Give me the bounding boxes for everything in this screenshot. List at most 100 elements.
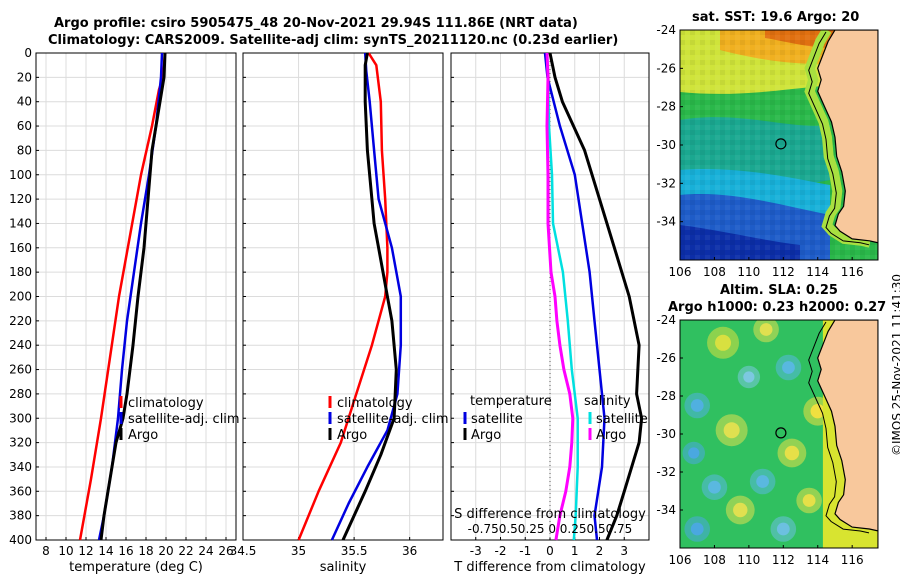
sla-anomaly-core xyxy=(776,522,790,536)
sst-isobath xyxy=(808,31,870,246)
sla-lat-tick-label: -32 xyxy=(656,465,676,479)
x-tick-label: 24 xyxy=(198,544,213,558)
figure-title-line1: Argo profile: csiro 5905475_48 20-Nov-20… xyxy=(54,16,578,31)
x-tick-label: 34.5 xyxy=(230,544,257,558)
legend-label: climatology xyxy=(337,396,413,411)
x-tick-label: 1 xyxy=(571,544,579,558)
y-tick-label: 340 xyxy=(9,460,32,474)
y-tick-label: 280 xyxy=(9,387,32,401)
sst-lat-tick-label: -26 xyxy=(656,61,676,75)
sst-lon-tick-label: 110 xyxy=(737,265,760,279)
x-tick-label: 18 xyxy=(138,544,153,558)
y-tick-label: 140 xyxy=(9,216,32,230)
sla-anomaly-core xyxy=(784,445,800,461)
sla-map-area xyxy=(680,320,878,548)
y-tick-label: 100 xyxy=(9,168,32,182)
series-line-argo xyxy=(341,52,398,541)
sst-coastline xyxy=(817,30,878,260)
y-tick-label: 180 xyxy=(9,265,32,279)
legend-label: satellite-adj. clim xyxy=(128,412,240,427)
y-tick-label: 220 xyxy=(9,314,32,328)
series-line-satellite-adj-clim xyxy=(330,52,403,541)
x-tick-label: 14 xyxy=(98,544,113,558)
y-tick-label: 380 xyxy=(9,509,32,523)
sla-argo-marker xyxy=(775,427,787,439)
series-line-salinity-argo xyxy=(545,52,575,541)
legend-title-temperature: temperature xyxy=(470,394,552,409)
x-tick-label: -1 xyxy=(519,544,531,558)
sst-lat-tick-label: -24 xyxy=(656,23,676,37)
x-tick-label: 26 xyxy=(218,544,233,558)
legend-label: Argo xyxy=(471,428,501,443)
series-line-argo xyxy=(99,52,167,541)
sst-map-area xyxy=(680,30,878,260)
sla-anomaly-core xyxy=(708,480,721,494)
sla-lat-tick-label: -24 xyxy=(656,313,676,327)
sst-lon-tick-label: 114 xyxy=(806,265,829,279)
sst-land xyxy=(817,30,878,260)
series-line-temperature-argo xyxy=(548,52,644,541)
sla-anomaly-core xyxy=(810,404,825,419)
y-tick-label: 160 xyxy=(9,241,32,255)
sst-argo-marker xyxy=(775,138,787,150)
sla-isobath xyxy=(808,321,870,534)
sst-lon-tick-label: 108 xyxy=(703,265,726,279)
sst-lat-tick-label: -28 xyxy=(656,100,676,114)
y-tick-label: 60 xyxy=(17,119,32,133)
sla-map-title-line1: Altim. SLA: 0.25 xyxy=(720,283,838,298)
x-tick-label: 20 xyxy=(158,544,173,558)
sla-lat-tick-label: -34 xyxy=(656,503,676,517)
sla-lat-tick-label: -26 xyxy=(656,351,676,365)
y-tick-label: 320 xyxy=(9,436,32,450)
series-line-salinity-satellite xyxy=(545,52,579,541)
sst-map-title: sat. SST: 19.6 Argo: 20 xyxy=(692,10,860,25)
sst-lon-tick-label: 112 xyxy=(772,265,795,279)
sst-lat-tick-label: -34 xyxy=(656,215,676,229)
x-tick-label: 22 xyxy=(178,544,193,558)
x-tick-label: -2 xyxy=(495,544,507,558)
series-line-climatology xyxy=(297,52,389,541)
sst-lon-tick-label: 106 xyxy=(669,265,692,279)
sla-lat-tick-label: -28 xyxy=(656,389,676,403)
legend-label: climatology xyxy=(128,396,204,411)
legend-label: satellite xyxy=(471,412,523,427)
sla-anomaly-core xyxy=(802,494,816,507)
legend-label: Argo xyxy=(337,428,367,443)
y-tick-label: 400 xyxy=(9,533,32,547)
y-tick-label: 360 xyxy=(9,484,32,498)
sla-lon-tick-label: 108 xyxy=(703,553,726,567)
sla-lon-tick-label: 110 xyxy=(737,553,760,567)
x-tick-label: 0 xyxy=(546,544,554,558)
sla-lat-tick-label: -30 xyxy=(656,427,676,441)
legend-label: Argo xyxy=(128,428,158,443)
y-tick-label: 20 xyxy=(17,70,32,84)
sla-anomaly-core xyxy=(743,371,755,383)
sla-map-title-line2: Argo h1000: 0.23 h2000: 0.27 xyxy=(668,300,887,315)
y-tick-label: 120 xyxy=(9,192,32,206)
x-tick-label: 8 xyxy=(42,544,50,558)
series-line-temperature-satellite xyxy=(543,52,606,541)
sla-anomaly-core xyxy=(723,422,740,439)
x-tick-label: -3 xyxy=(470,544,482,558)
sla-anomaly-core xyxy=(690,522,704,536)
sla-anomaly-core xyxy=(756,475,770,488)
x-tick-label: 36 xyxy=(402,544,417,558)
sla-lon-tick-label: 112 xyxy=(772,553,795,567)
sla-anomaly-core xyxy=(688,447,700,459)
sla-anomaly-core xyxy=(782,361,795,374)
x-tick-label: 2 xyxy=(596,544,604,558)
sla-coastline xyxy=(817,320,878,548)
sla-land xyxy=(817,320,878,548)
sla-anomaly-core xyxy=(690,399,704,412)
y-tick-label: 240 xyxy=(9,338,32,352)
x-tick-label: 12 xyxy=(78,544,93,558)
sla-anomaly-core xyxy=(733,502,748,518)
sla-lon-tick-label: 114 xyxy=(806,553,829,567)
x-tick-label: 35.5 xyxy=(341,544,368,558)
x-axis-label: temperature (deg C) xyxy=(69,560,203,575)
y-tick-label: 300 xyxy=(9,411,32,425)
x-axis-label: T difference from climatology xyxy=(453,560,646,575)
y-tick-label: 260 xyxy=(9,363,32,377)
y-tick-label: 200 xyxy=(9,290,32,304)
